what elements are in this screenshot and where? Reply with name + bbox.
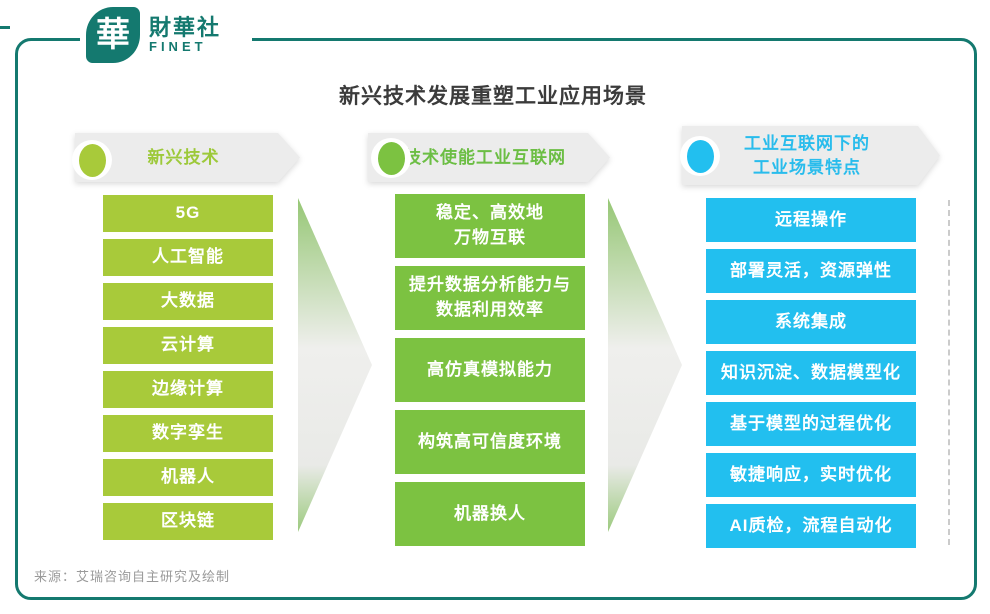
column-3-item: 敏捷响应，实时优化 xyxy=(706,453,916,497)
column-1-item: 5G xyxy=(103,195,273,232)
column-1-item: 人工智能 xyxy=(103,239,273,276)
column-3-header: 工业互联网下的 工业场景特点 xyxy=(682,126,940,185)
column-2-items: 稳定、高效地 万物互联 提升数据分析能力与 数据利用效率 高仿真模拟能力 构筑高可信度环境… xyxy=(395,194,585,546)
column-3-items: 远程操作部署灵活，资源弹性 系统集成知识沉淀、数据模型化 基于模型的过程优化 敏捷响应… xyxy=(706,198,916,548)
right-dashed-guide xyxy=(948,200,950,545)
column-2-bullet-icon xyxy=(371,138,411,178)
column-1-item: 数字孪生 xyxy=(103,415,273,452)
column-1-item: 边缘计算 xyxy=(103,371,273,408)
column-2-item: 提升数据分析能力与 数据利用效率 xyxy=(395,266,585,330)
left-edge-dash xyxy=(0,26,10,29)
column-1-item: 云计算 xyxy=(103,327,273,364)
column-1-item: 机器人 xyxy=(103,459,273,496)
column-3-header-label-line2: 工业场景特点 xyxy=(753,157,861,177)
column-2-item: 机器换人 xyxy=(395,482,585,546)
column-3-header-label-line1: 工业互联网下的 xyxy=(744,133,870,153)
column-3-header-banner: 工业互联网下的 工业场景特点 xyxy=(682,126,940,185)
column-3-item: 系统集成 xyxy=(706,300,916,344)
column-1-items: 5G 人工智能大数据云计算边缘计算数字孪生机器人区块链 xyxy=(103,195,273,540)
source-note: 来源：艾瑞咨询自主研究及绘制 xyxy=(34,569,231,584)
logo-subtitle: FINET xyxy=(149,38,207,54)
column-1-header-label: 新兴技术 xyxy=(147,147,220,167)
logo-glyph: 華 xyxy=(96,15,130,55)
column-1-item: 大数据 xyxy=(103,283,273,320)
outer-frame xyxy=(15,38,977,600)
column-3-item: 部署灵活，资源弹性 xyxy=(706,249,916,293)
column-1-item: 区块链 xyxy=(103,503,273,540)
column-3-bullet-icon xyxy=(680,136,720,176)
finet-leaf-icon: 華 xyxy=(86,7,140,63)
column-1-header-banner: 新兴技术 xyxy=(75,133,300,182)
column-1-bullet-icon xyxy=(72,140,112,180)
column-2-item: 构筑高可信度环境 xyxy=(395,410,585,474)
column-3-item: AI质检，流程自动化 xyxy=(706,504,916,548)
page-title: 新兴技术发展重塑工业应用场景 xyxy=(339,85,647,108)
column-2-item: 稳定、高效地 万物互联 xyxy=(395,194,585,258)
column-3-item: 远程操作 xyxy=(706,198,916,242)
logo-name: 財華社 xyxy=(149,14,222,40)
column-3-item: 基于模型的过程优化 xyxy=(706,402,916,446)
column-1-header: 新兴技术 xyxy=(75,133,300,182)
finet-logo: 華 財華社 FINET xyxy=(80,4,252,66)
column-3-item: 知识沉淀、数据模型化 xyxy=(706,351,916,395)
column-2-header-label: 技术使能工业互联网 xyxy=(404,147,566,167)
column-2-item: 高仿真模拟能力 xyxy=(395,338,585,402)
logo-text: 財華社 FINET xyxy=(149,16,221,54)
